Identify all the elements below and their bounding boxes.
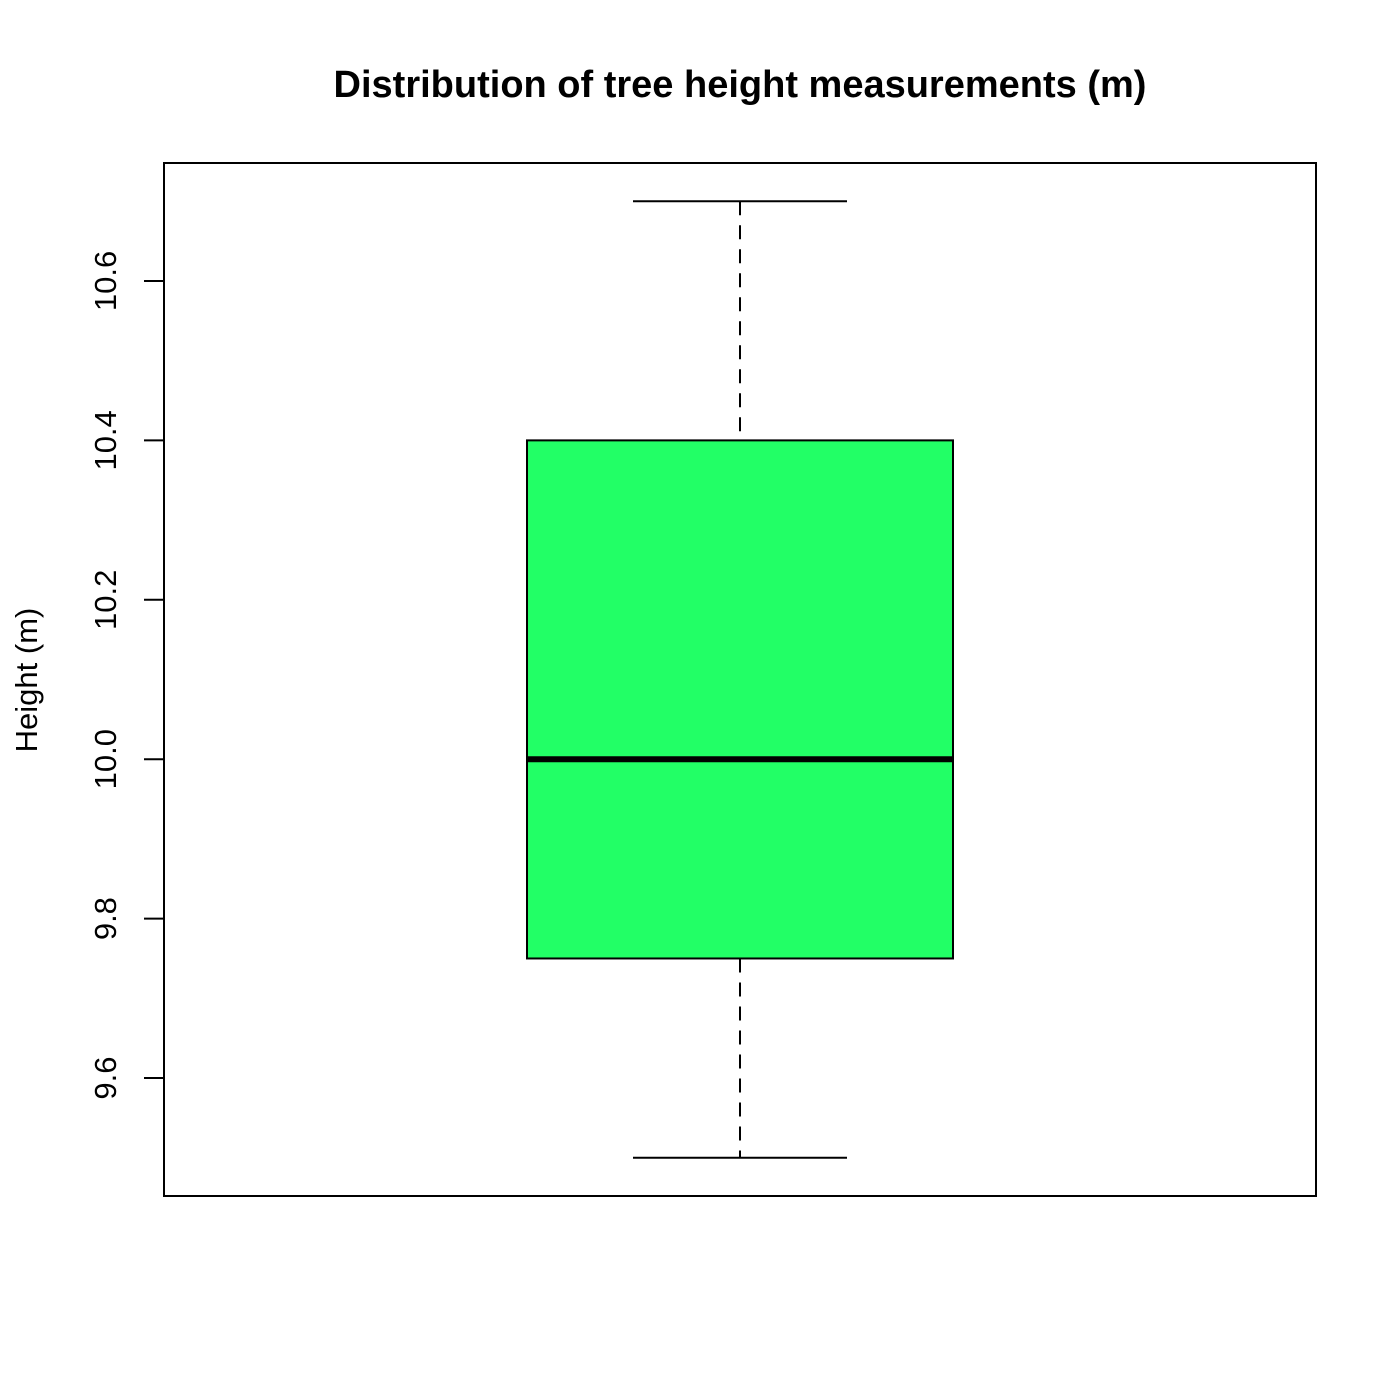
chart-title: Distribution of tree height measurements… (334, 64, 1147, 106)
y-tick-label: 10.2 (88, 570, 123, 630)
y-tick-label: 10.4 (88, 410, 123, 470)
y-axis: 9.6 9.8 10.0 10.2 10.4 10.6 (88, 251, 165, 1100)
y-tick-label: 9.6 (88, 1056, 123, 1099)
iqr-box (526, 439, 954, 960)
y-tick-label: 10.6 (88, 251, 123, 311)
y-tick-label: 9.8 (88, 897, 123, 940)
y-tick-label: 10.0 (88, 729, 123, 789)
box-plot (526, 200, 954, 1159)
y-axis-label: Height (m) (9, 608, 44, 753)
